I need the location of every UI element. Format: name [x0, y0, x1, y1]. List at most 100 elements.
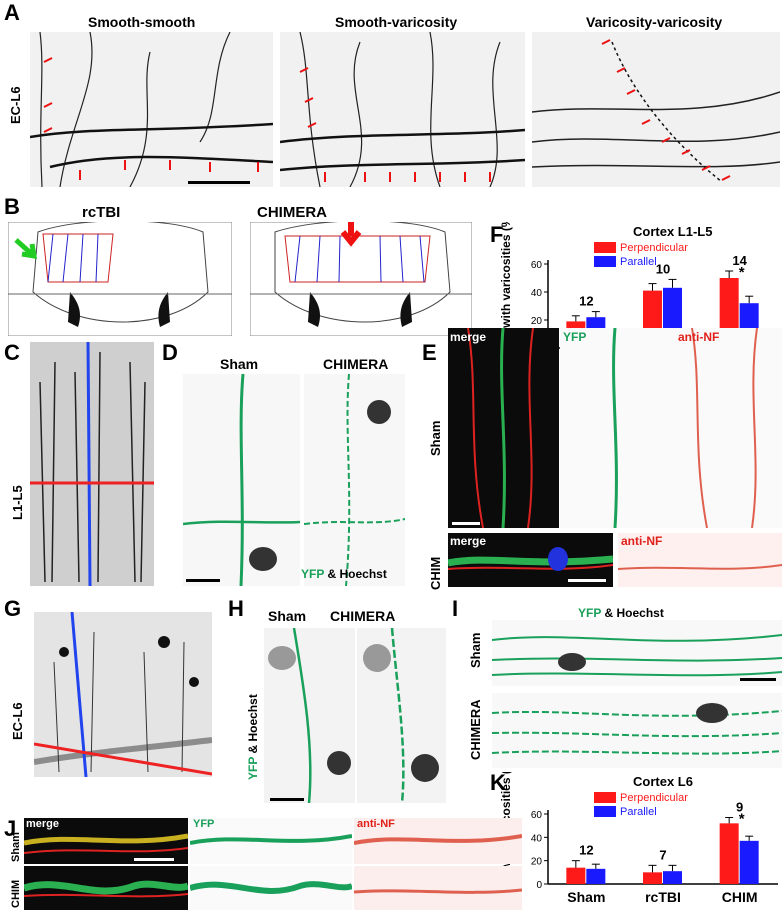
- y-tick-label: 60: [531, 810, 543, 821]
- i-stain-caption: YFP & Hoechst: [578, 606, 664, 620]
- i-sham-row-label: Sham: [468, 632, 483, 668]
- micrograph-j-sham-nf: anti-NF: [354, 818, 522, 864]
- micrograph-d-chimera: [304, 374, 405, 586]
- y-tick-label: 60: [531, 260, 543, 271]
- x-tick-label: Sham: [567, 889, 605, 905]
- g-region-label: EC-L6: [10, 702, 25, 740]
- micrograph-h-sham: [264, 628, 355, 803]
- title-varicosity-varicosity: Varicosity-varicosity: [586, 14, 723, 30]
- legend-label: Perpendicular: [620, 242, 688, 254]
- j-chim-row-label: CHIM: [10, 879, 22, 908]
- e-yfp-label: YFP: [563, 330, 587, 344]
- micrograph-j-sham-merge: merge: [24, 818, 188, 864]
- a-region-label: EC-L6: [8, 86, 23, 124]
- panel-label-e: E: [422, 340, 437, 365]
- c-region-label: L1-L5: [10, 485, 25, 520]
- micrograph-e-sham-merge: merge: [448, 328, 559, 528]
- e-sham-row-label: Sham: [428, 420, 443, 456]
- title-smooth-varicosity: Smooth-varicosity: [335, 14, 458, 30]
- perpendicular-line: [86, 342, 92, 586]
- panel-label-g: G: [4, 596, 22, 621]
- scale-bar: [740, 678, 776, 681]
- panel-label-a: A: [4, 0, 20, 25]
- y-tick-label: 0: [536, 880, 542, 891]
- legend-label: Parallel: [620, 256, 657, 268]
- n-label: 9: [736, 800, 743, 815]
- panel-label-j: J: [4, 816, 17, 841]
- scale-bar: [568, 579, 606, 582]
- e-chim-merge-label: merge: [450, 534, 487, 548]
- j-nf-label: anti-NF: [357, 818, 395, 830]
- micrograph-j-sham-yfp: YFP: [190, 818, 352, 864]
- impact-arrow-icon: [340, 222, 362, 247]
- micrograph-h-chimera: [357, 628, 446, 803]
- scale-bar: [270, 798, 304, 801]
- brain-section-chimera: [250, 222, 472, 336]
- scale-bar: [186, 579, 220, 582]
- legend-swatch: [594, 242, 616, 253]
- e-chim-nf-label: anti-NF: [621, 534, 663, 548]
- e-nf-label: anti-NF: [678, 330, 720, 344]
- n-label: 10: [656, 261, 670, 276]
- micrograph-e-sham-yfp: YFP: [560, 328, 672, 528]
- panel-label-h: H: [228, 596, 244, 621]
- y-tick-label: 20: [531, 316, 543, 327]
- micrograph-g: [34, 612, 212, 777]
- bar: [643, 872, 662, 884]
- panel-label-i: I: [452, 596, 459, 621]
- impact-arrow-icon: [14, 238, 38, 260]
- j-merge-label: merge: [26, 818, 60, 830]
- micrograph-d-sham: [183, 374, 300, 586]
- bar: [586, 868, 606, 884]
- legend-label: Perpendicular: [620, 792, 688, 804]
- micrograph-j-chim-yfp: [190, 866, 352, 910]
- n-label: 12: [579, 843, 593, 858]
- h-stain-caption: YFP & Hoechst: [246, 694, 260, 780]
- brain-section-rctbi: [8, 222, 232, 336]
- micrograph-a-varicosity-varicosity: [532, 32, 780, 187]
- n-label: 12: [579, 294, 593, 309]
- legend-label: Parallel: [620, 806, 657, 818]
- panel-label-k: K: [490, 770, 506, 795]
- micrograph-e-chim-nf: anti-NF: [618, 533, 782, 587]
- panel-label-d: D: [162, 340, 178, 365]
- micrograph-a-smooth-varicosity: [280, 32, 525, 187]
- scale-bar: [188, 181, 250, 184]
- title-smooth-smooth: Smooth-smooth: [88, 14, 196, 30]
- panel-label-c: C: [4, 340, 20, 365]
- h-sham-label: Sham: [268, 608, 307, 624]
- n-label: 14: [732, 253, 747, 268]
- chart-k: Cortex L6YFP+ axons with varicosities (%…: [499, 772, 778, 912]
- e-merge-label: merge: [450, 330, 487, 344]
- micrograph-e-sham-nf: anti-NF: [672, 328, 782, 528]
- micrograph-j-chim-merge: [24, 866, 188, 910]
- i-chimera-row-label: CHIMERA: [468, 699, 483, 760]
- micrograph-j-chim-nf: [354, 866, 522, 910]
- legend-swatch: [594, 256, 616, 267]
- chart-title: Cortex L1-L5: [633, 224, 712, 239]
- significance-star: *: [739, 264, 745, 281]
- micrograph-c: [30, 342, 154, 586]
- parallel-line: [34, 742, 212, 776]
- d-chimera-label: CHIMERA: [323, 356, 389, 372]
- panel-label-f: F: [490, 222, 504, 247]
- micrograph-i-sham: [492, 620, 782, 686]
- x-tick-label: rcTBI: [645, 889, 681, 905]
- h-chimera-label: CHIMERA: [330, 608, 396, 624]
- bar: [566, 867, 586, 884]
- scale-bar: [134, 858, 174, 861]
- micrograph-i-chimera: [492, 693, 782, 768]
- scale-bar: [452, 522, 480, 525]
- y-tick-label: 40: [531, 288, 543, 299]
- j-sham-row-label: Sham: [10, 832, 22, 862]
- b-title-chimera: CHIMERA: [257, 204, 327, 221]
- y-tick-label: 40: [531, 833, 543, 844]
- j-yfp-label: YFP: [193, 818, 215, 830]
- b-title-rctbi: rcTBI: [82, 204, 121, 221]
- micrograph-e-chim-merge: merge: [448, 533, 613, 587]
- bar: [739, 840, 759, 884]
- panel-label-b: B: [4, 194, 20, 219]
- legend-swatch: [594, 806, 616, 817]
- bar: [663, 871, 682, 884]
- micrograph-a-smooth-smooth: [30, 32, 273, 187]
